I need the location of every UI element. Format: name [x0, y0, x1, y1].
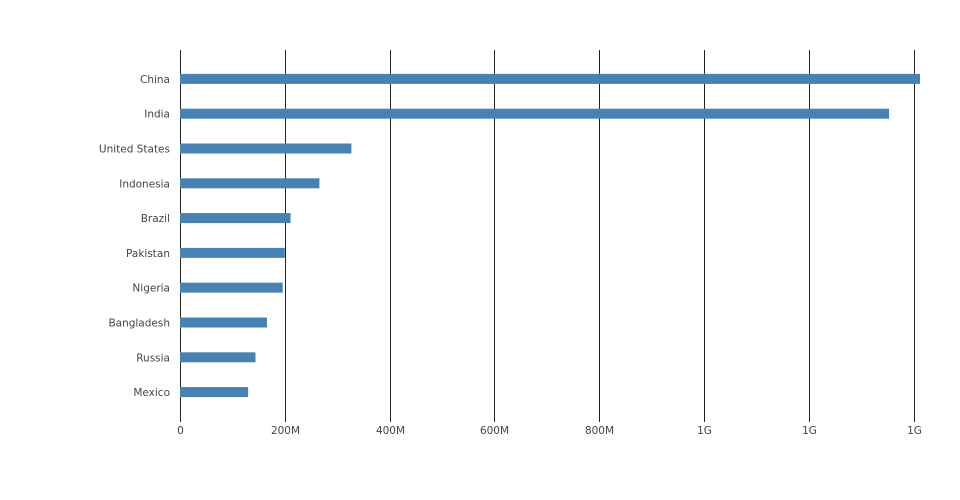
- y-tick-label: India: [144, 109, 170, 121]
- x-tick-label: 400M: [376, 425, 405, 437]
- bar: [180, 178, 320, 189]
- bar: [180, 213, 291, 224]
- grid-layer: [180, 50, 915, 422]
- bar: [180, 387, 249, 398]
- bar: [180, 352, 256, 363]
- bar: [180, 108, 890, 119]
- y-tick-label: Bangladesh: [108, 318, 170, 330]
- y-tick-label: Mexico: [133, 387, 170, 399]
- y-tick-label: United States: [99, 144, 170, 156]
- bar: [180, 143, 352, 154]
- x-tick-label: 800M: [585, 425, 614, 437]
- y-tick-label: Indonesia: [119, 178, 170, 190]
- category-axis: China India United States Indonesia Brazil Pa…: [99, 74, 170, 399]
- x-tick-label: 1G: [907, 425, 922, 437]
- y-tick-label: Pakistan: [126, 248, 170, 260]
- y-tick-label: Brazil: [141, 213, 170, 225]
- bar-layer: [180, 73, 920, 398]
- y-tick-label: China: [140, 74, 170, 86]
- y-tick-label: Russia: [136, 352, 170, 364]
- x-tick-label: 1G: [697, 425, 712, 437]
- value-axis: 0 200M 400M 600M 800M 1G 1G 1G: [177, 425, 922, 437]
- bar: [180, 247, 285, 258]
- x-tick-label: 1G: [802, 425, 817, 437]
- x-tick-label: 0: [177, 425, 184, 437]
- bar: [180, 317, 267, 328]
- bar: [180, 282, 283, 293]
- bar: [180, 73, 920, 84]
- x-tick-label: 200M: [271, 425, 300, 437]
- y-tick-label: Nigeria: [132, 283, 170, 295]
- x-tick-label: 600M: [480, 425, 509, 437]
